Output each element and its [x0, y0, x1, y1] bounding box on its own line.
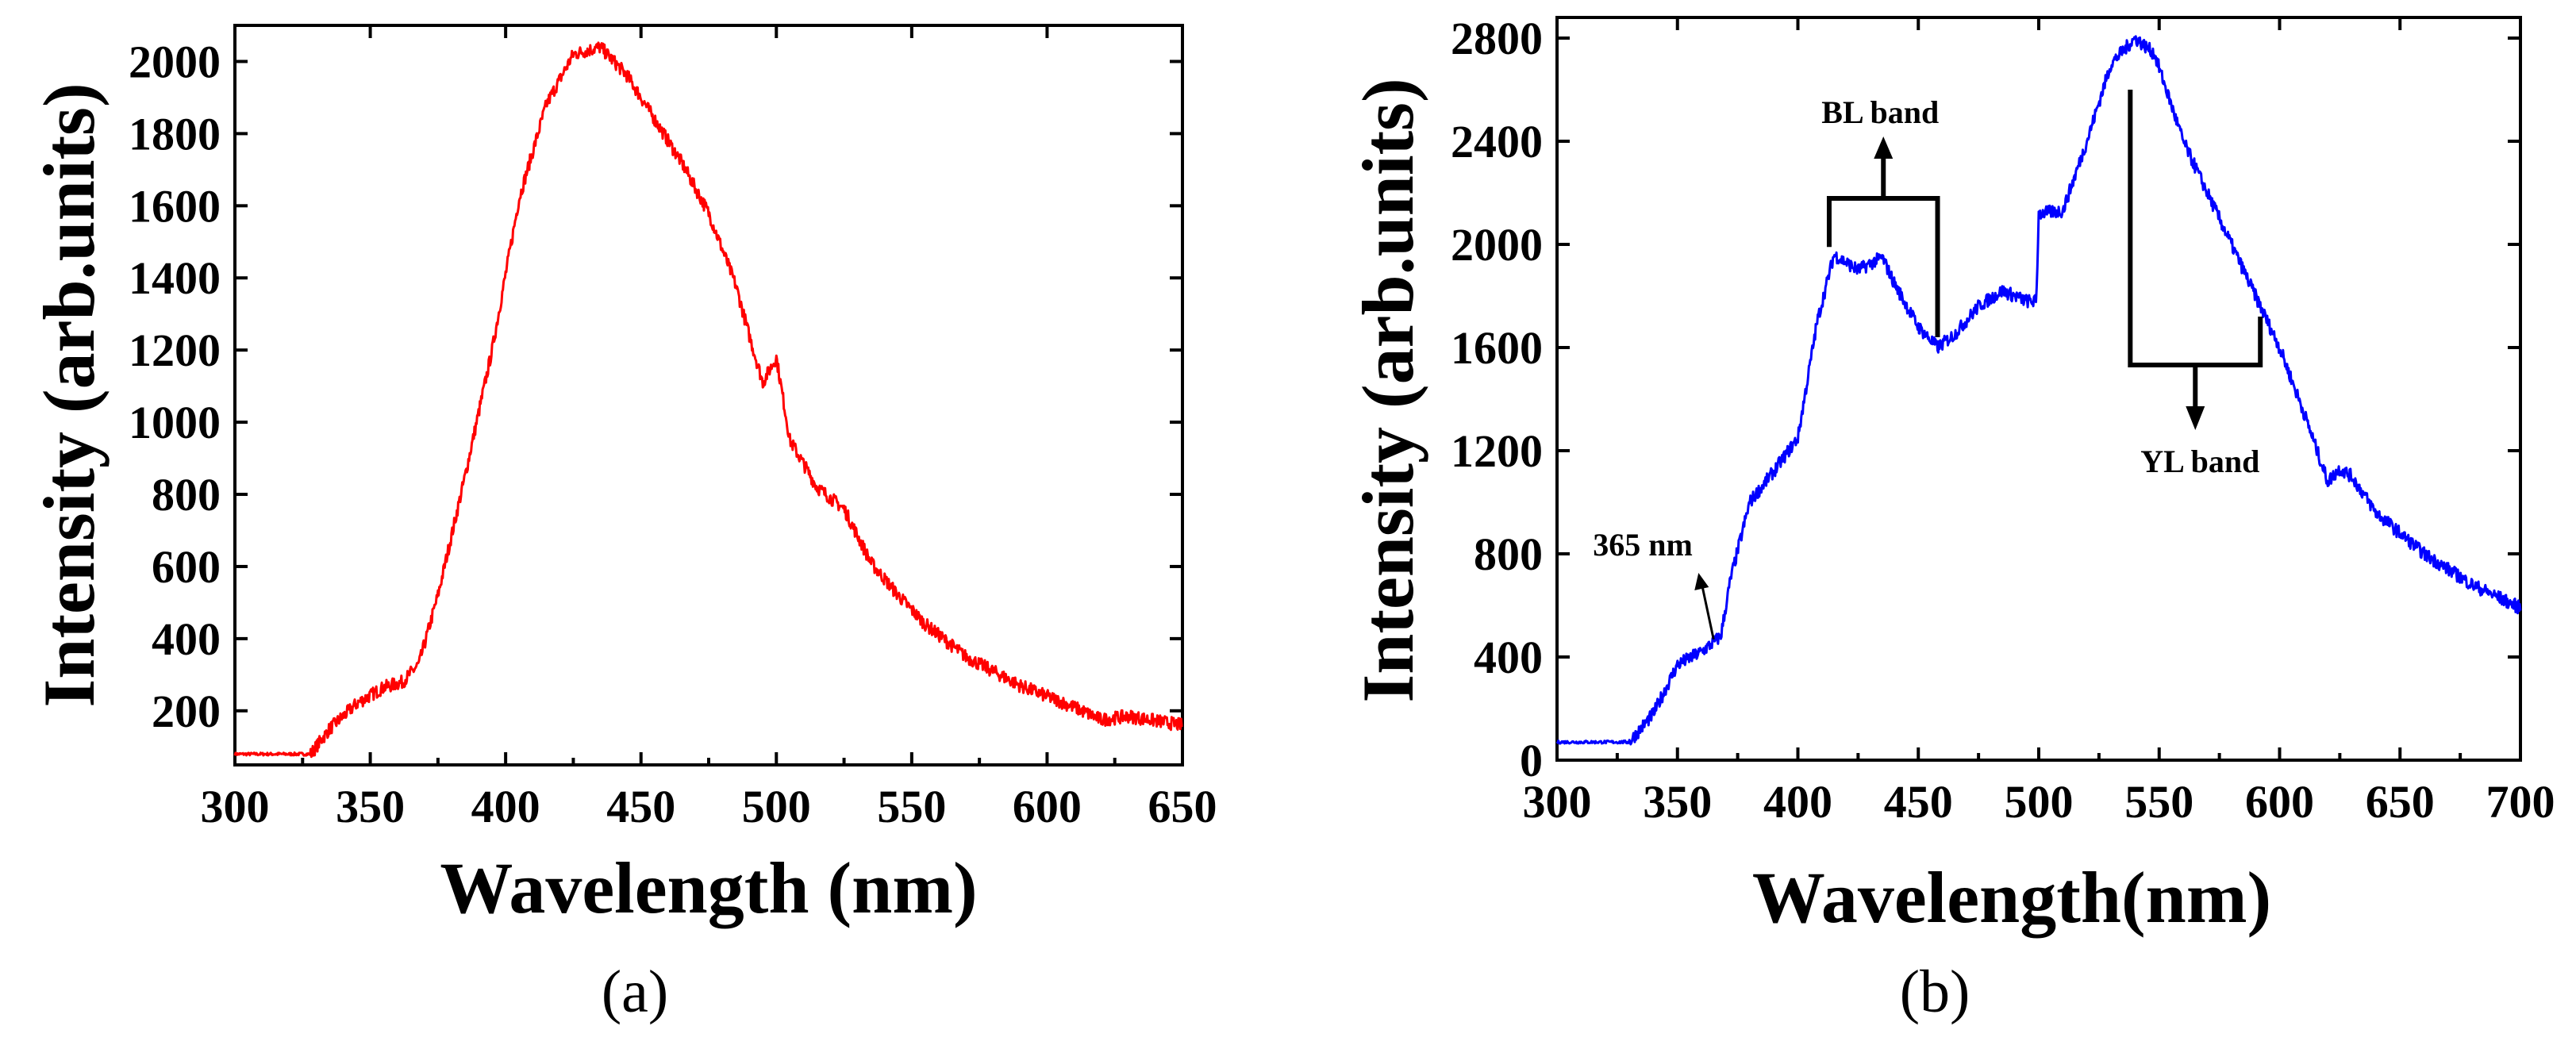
nm365-label: 365 nm	[1593, 527, 1693, 563]
chart-a-caption: (a)	[602, 959, 668, 1025]
chart-b-xtick-label: 400	[1763, 776, 1832, 828]
chart-b-xtick-label: 500	[2005, 776, 2074, 828]
yl-band-arrow-head	[2186, 406, 2205, 430]
chart-b-xtick-label: 350	[1643, 776, 1712, 828]
chart-b-plot	[1555, 35, 2522, 746]
chart-a-ytick-label: 400	[152, 613, 221, 665]
chart-a-xtick-label: 500	[742, 781, 811, 832]
chart-a-xtick-label: 450	[606, 781, 675, 832]
chart-a-ytick-label: 800	[152, 469, 221, 521]
chart-a-series-line	[233, 41, 1183, 759]
chart-b-ytick-label: 400	[1474, 632, 1543, 683]
chart-a-axes: 300 350 400 450 500 550 600 650 200 400 600 800 1000…	[129, 25, 1217, 832]
chart-b-xtick-label: 600	[2245, 776, 2314, 828]
chart-b-ytick-label: 2400	[1451, 116, 1543, 167]
chart-a-ytick-label: 200	[152, 686, 221, 737]
chart-a-xtick-label: 300	[201, 781, 270, 832]
chart-b-ytick-label: 0	[1520, 735, 1543, 786]
chart-a-ylabel: Intensity (arb.units)	[29, 83, 110, 707]
chart-b-axes: 300 350 400 450 500 550 600 650 700 0 400 800 1200 16…	[1451, 13, 2555, 828]
chart-b-caption: (b)	[1900, 959, 1970, 1025]
chart-b-ytick-label: 1200	[1451, 425, 1543, 477]
chart-a-xtick-label: 400	[471, 781, 540, 832]
chart-a-xtick-label: 650	[1148, 781, 1217, 832]
yl-band-bracket	[2128, 90, 2263, 367]
chart-a-plot	[233, 41, 1183, 759]
chart-a-ytick-label: 2000	[129, 36, 221, 87]
chart-b: 300 350 400 450 500 550 600 650 700 0 400 800 1200 16…	[1348, 13, 2555, 1025]
chart-b-ytick-label: 2000	[1451, 219, 1543, 271]
chart-b-annotations: BL band YL band 365 nm	[1593, 90, 2263, 640]
chart-b-ytick-label: 2800	[1451, 13, 1543, 64]
chart-b-xlabel: Wavelength(nm)	[1752, 857, 2271, 938]
chart-b-xtick-label: 550	[2124, 776, 2193, 828]
chart-a-ytick-label: 1200	[129, 325, 221, 376]
chart-b-ytick-label: 800	[1474, 528, 1543, 580]
chart-a: 300 350 400 450 500 550 600 650 200 400 600 800 1000…	[29, 24, 1217, 1025]
chart-b-xtick-label: 700	[2486, 776, 2555, 828]
chart-b-xtick-label: 650	[2366, 776, 2435, 828]
chart-a-ytick-label: 1600	[129, 180, 221, 232]
chart-b-xtick-label: 300	[1523, 776, 1592, 828]
chart-b-series-line	[1555, 35, 2522, 746]
chart-a-frame	[233, 24, 1184, 766]
chart-a-ytick-label: 1800	[129, 108, 221, 159]
bl-band-label: BL band	[1821, 94, 1939, 130]
chart-a-ytick-label: 1000	[129, 397, 221, 448]
yl-band-label: YL band	[2140, 444, 2259, 479]
nm365-arrow-shaft	[1701, 586, 1715, 640]
chart-b-ytick-label: 1600	[1451, 322, 1543, 374]
bl-band-bracket	[1826, 196, 1940, 337]
chart-a-xlabel: Wavelength (nm)	[440, 847, 977, 928]
chart-b-ylabel: Intensity (arb.units)	[1348, 78, 1428, 702]
chart-a-ytick-label: 1400	[129, 252, 221, 304]
nm365-arrow-head	[1694, 573, 1709, 590]
chart-a-xtick-label: 550	[877, 781, 946, 832]
bl-band-arrow-head	[1874, 136, 1894, 159]
chart-a-xtick-label: 350	[336, 781, 405, 832]
chart-a-xtick-label: 600	[1013, 781, 1082, 832]
chart-a-ytick-label: 600	[152, 541, 221, 593]
chart-b-xtick-label: 450	[1884, 776, 1953, 828]
